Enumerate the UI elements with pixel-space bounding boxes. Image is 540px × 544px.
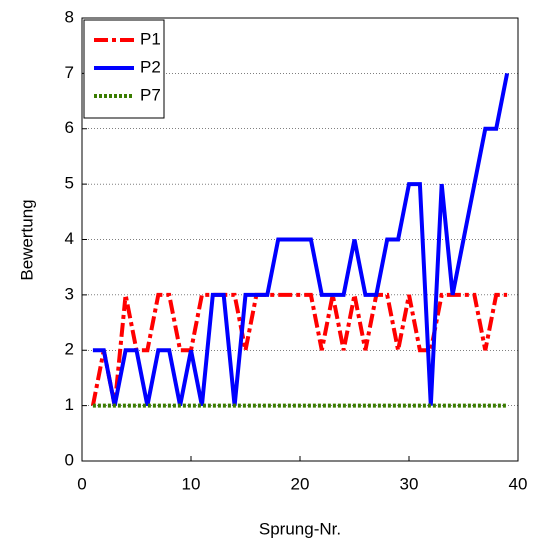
y-tick-label: 5: [65, 174, 74, 193]
y-axis-label: Bewertung: [17, 199, 36, 280]
data-line: [92, 72, 510, 407]
y-tick-label: 2: [65, 340, 74, 359]
x-axis-label: Sprung-Nr.: [259, 519, 341, 538]
legend-label: P7: [140, 85, 161, 104]
y-tick-label: 7: [65, 63, 74, 82]
x-tick-label: 30: [400, 474, 419, 493]
y-tick-label: 1: [65, 395, 74, 414]
plot-frame: [81, 17, 519, 462]
data-line: [90, 292, 508, 407]
x-tick-label: 0: [77, 474, 86, 493]
y-tick-label: 3: [65, 284, 74, 303]
x-tick-label: 20: [291, 474, 310, 493]
x-tick-label: 40: [509, 474, 528, 493]
y-tick-label: 0: [65, 450, 74, 469]
y-tick-label: 6: [65, 118, 74, 137]
legend-label: P1: [140, 29, 161, 48]
x-tick-label: 10: [182, 474, 201, 493]
legend-label: P2: [140, 57, 161, 76]
y-tick-label: 8: [65, 7, 74, 26]
y-tick-label: 4: [65, 229, 74, 248]
